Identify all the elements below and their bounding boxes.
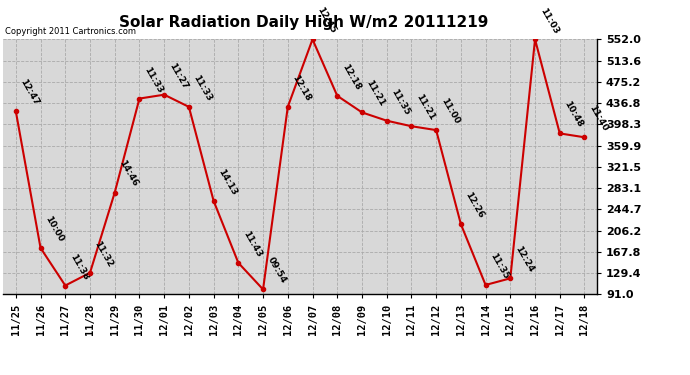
- Text: 14:13: 14:13: [217, 167, 239, 197]
- Text: 09:54: 09:54: [266, 256, 288, 285]
- Text: 11:35: 11:35: [389, 87, 411, 117]
- Text: 11:43: 11:43: [241, 229, 264, 259]
- Text: 12:18: 12:18: [290, 74, 313, 103]
- Text: 11:35: 11:35: [489, 252, 511, 281]
- Text: 11:40: 11:40: [587, 104, 609, 133]
- Text: 10:00: 10:00: [43, 215, 66, 244]
- Text: 12:26: 12:26: [464, 190, 486, 220]
- Text: 11:03: 11:03: [538, 6, 560, 35]
- Text: 14:46: 14:46: [117, 159, 139, 188]
- Text: 12:24: 12:24: [513, 245, 535, 274]
- Text: 10:48: 10:48: [562, 100, 584, 129]
- Text: 11:27: 11:27: [167, 61, 189, 90]
- Text: 11:33: 11:33: [192, 74, 214, 103]
- Text: 12:47: 12:47: [19, 78, 41, 107]
- Text: 11:21: 11:21: [414, 93, 436, 122]
- Text: 12:18: 12:18: [340, 62, 362, 92]
- Text: 11:32: 11:32: [92, 239, 115, 268]
- Text: 11:38: 11:38: [68, 252, 90, 281]
- Text: 12:45: 12:45: [315, 6, 337, 35]
- Text: 11:21: 11:21: [365, 79, 387, 108]
- Text: 11:33: 11:33: [142, 65, 164, 94]
- Text: Solar Radiation Daily High W/m2 20111219: Solar Radiation Daily High W/m2 20111219: [119, 15, 489, 30]
- Text: Copyright 2011 Cartronics.com: Copyright 2011 Cartronics.com: [5, 27, 136, 36]
- Text: 11:00: 11:00: [439, 97, 461, 126]
